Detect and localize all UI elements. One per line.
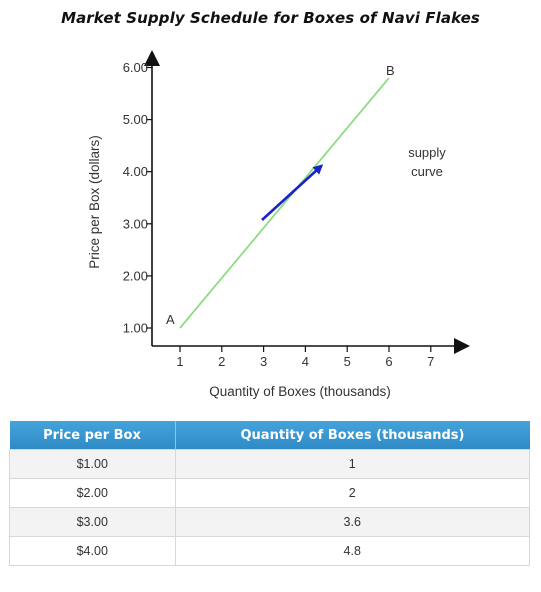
x-tick-label: 6 (385, 354, 392, 369)
x-tick-label: 3 (260, 354, 267, 369)
y-tick-label: 2.00 (123, 268, 148, 283)
table-row: $1.00 1 (9, 449, 530, 479)
quantity-cell: 4.8 (174, 536, 530, 566)
x-tick-label: 4 (302, 354, 309, 369)
supply-curve-line (179, 77, 390, 329)
quantity-cell: 3.6 (174, 507, 530, 537)
quantity-cell: 2 (174, 478, 530, 508)
y-tick-label: 6.00 (123, 60, 148, 75)
supply-chart: 1 2 3 4 5 6 7 1.00 2.00 3.00 4.00 5.00 6.00 Quantity … (87, 50, 470, 399)
annotation-curve: curve (411, 164, 443, 179)
table-row: $3.00 3.6 (9, 507, 530, 537)
annotation-supply: supply (408, 145, 446, 160)
x-tick-label: 5 (344, 354, 351, 369)
table-row: $2.00 2 (9, 478, 530, 508)
price-cell: $2.00 (9, 478, 176, 508)
header-price: Price per Box (9, 421, 176, 450)
table-header-row: Price per Box Quantity of Boxes (thousan… (9, 421, 530, 450)
x-axis-title: Quantity of Boxes (thousands) (209, 384, 391, 399)
direction-arrow (261, 164, 324, 221)
supply-schedule-table: Price per Box Quantity of Boxes (thousan… (9, 421, 530, 566)
point-label-b: B (386, 63, 395, 78)
y-tick-label: 4.00 (123, 164, 148, 179)
point-label-a: A (166, 312, 175, 327)
quantity-cell: 1 (174, 449, 530, 479)
chart-title: Market Supply Schedule for Boxes of Navi… (61, 9, 480, 27)
y-tick-label: 5.00 (123, 112, 148, 127)
price-cell: $4.00 (9, 536, 176, 566)
price-cell: $3.00 (9, 507, 176, 537)
y-axis-title: Price per Box (dollars) (87, 135, 102, 269)
header-quantity: Quantity of Boxes (thousands) (175, 421, 530, 450)
x-tick-label: 7 (427, 354, 434, 369)
x-tick-label: 1 (176, 354, 183, 369)
price-cell: $1.00 (9, 449, 176, 479)
x-tick-label: 2 (218, 354, 225, 369)
y-tick-label: 1.00 (123, 321, 148, 336)
y-tick-label: 3.00 (123, 216, 148, 231)
table-row: $4.00 4.8 (9, 536, 530, 566)
